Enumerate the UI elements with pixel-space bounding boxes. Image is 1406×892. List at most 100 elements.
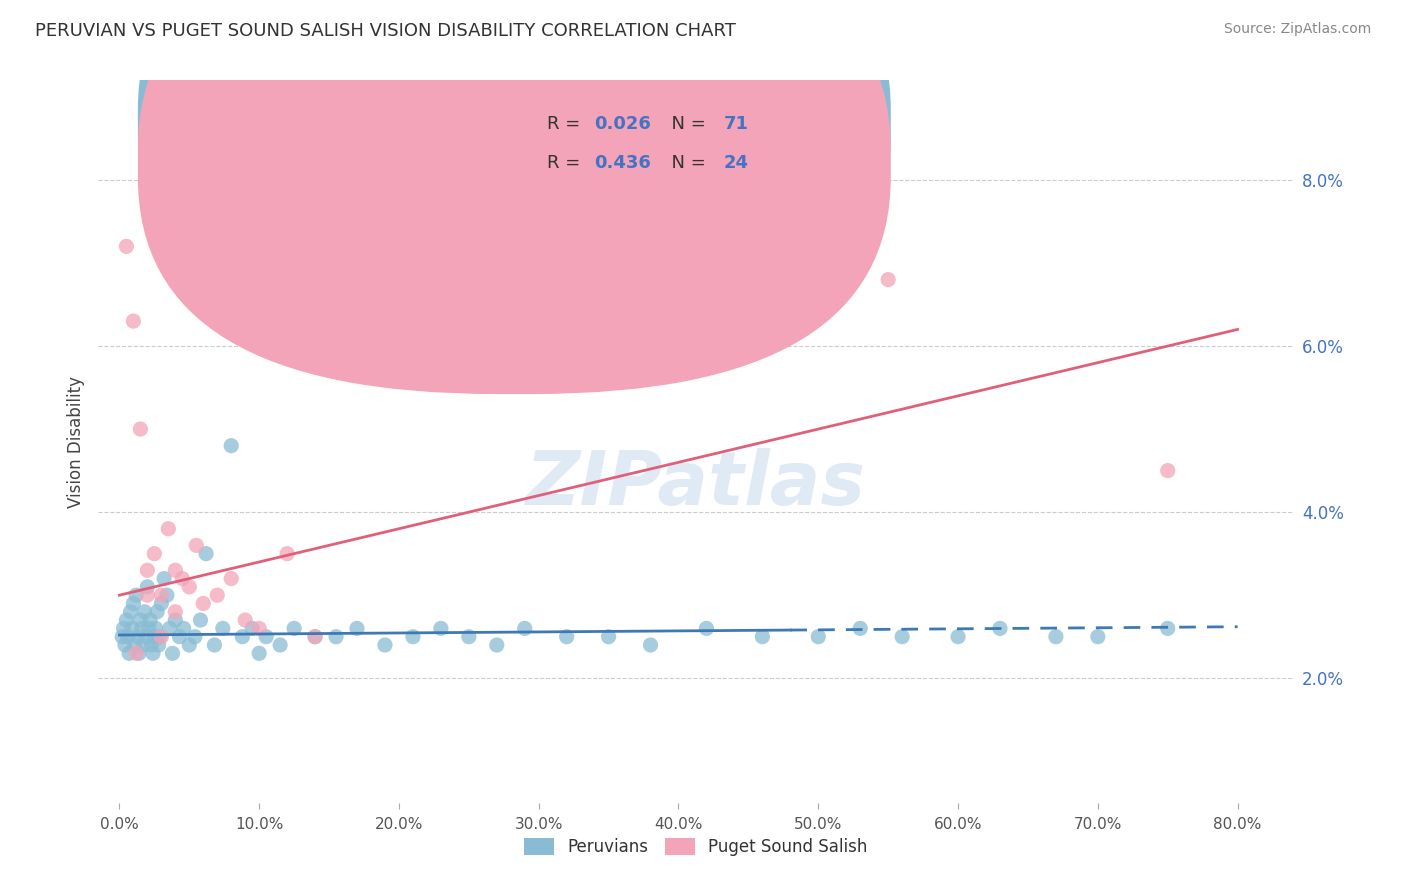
Point: [179, 580, 201, 594]
Point: [118, 646, 141, 660]
Point: [304, 630, 326, 644]
Point: [165, 605, 187, 619]
Point: [117, 630, 139, 644]
Text: N =: N =: [661, 153, 711, 172]
Point: [247, 646, 270, 660]
Point: [125, 646, 148, 660]
Point: [598, 630, 620, 644]
Point: [135, 630, 157, 644]
Legend: Peruvians, Puget Sound Salish: Peruvians, Puget Sound Salish: [517, 831, 875, 863]
Point: [136, 580, 159, 594]
Point: [807, 630, 830, 644]
Point: [849, 621, 872, 635]
Point: [204, 638, 226, 652]
Point: [1045, 630, 1067, 644]
Point: [141, 638, 163, 652]
Text: R =: R =: [547, 153, 585, 172]
Point: [138, 621, 160, 635]
Point: [157, 522, 180, 536]
Point: [457, 630, 479, 644]
FancyBboxPatch shape: [138, 0, 891, 394]
Point: [150, 597, 173, 611]
Point: [695, 621, 717, 635]
Point: [153, 572, 176, 586]
Point: [211, 621, 233, 635]
Text: PERUVIAN VS PUGET SOUND SALISH VISION DISABILITY CORRELATION CHART: PERUVIAN VS PUGET SOUND SALISH VISION DI…: [35, 22, 735, 40]
Point: [304, 630, 326, 644]
Point: [1157, 464, 1180, 478]
Point: [240, 621, 263, 635]
Point: [129, 422, 152, 436]
Point: [121, 621, 143, 635]
FancyBboxPatch shape: [138, 0, 891, 355]
Point: [555, 630, 578, 644]
Point: [115, 239, 138, 253]
Point: [132, 638, 155, 652]
Point: [125, 588, 148, 602]
Point: [150, 588, 173, 602]
Point: [190, 613, 212, 627]
Point: [124, 638, 146, 652]
Point: [136, 563, 159, 577]
Text: Source: ZipAtlas.com: Source: ZipAtlas.com: [1223, 22, 1371, 37]
Point: [114, 638, 136, 652]
Point: [111, 630, 134, 644]
Point: [233, 613, 256, 627]
Text: R =: R =: [547, 115, 585, 133]
FancyBboxPatch shape: [475, 95, 797, 178]
Text: 0.026: 0.026: [595, 115, 651, 133]
Point: [374, 638, 396, 652]
Point: [122, 314, 145, 328]
Point: [485, 638, 508, 652]
Point: [184, 630, 207, 644]
Point: [254, 630, 277, 644]
Point: [283, 621, 305, 635]
Point: [1157, 621, 1180, 635]
Point: [128, 646, 150, 660]
Point: [207, 588, 229, 602]
Point: [172, 572, 194, 586]
Point: [112, 621, 135, 635]
Point: [877, 272, 900, 286]
Text: 0.436: 0.436: [595, 153, 651, 172]
Point: [1087, 630, 1109, 644]
Point: [136, 588, 159, 602]
Point: [247, 621, 270, 635]
Point: [891, 630, 914, 644]
Point: [115, 613, 138, 627]
Point: [143, 547, 166, 561]
Point: [127, 630, 149, 644]
Text: ZIPatlas: ZIPatlas: [526, 449, 866, 522]
Point: [219, 572, 242, 586]
Point: [195, 547, 218, 561]
Point: [179, 638, 201, 652]
Point: [156, 588, 179, 602]
Point: [219, 439, 242, 453]
Point: [131, 621, 153, 635]
Point: [134, 605, 156, 619]
Point: [231, 630, 253, 644]
Point: [946, 630, 969, 644]
Point: [325, 630, 347, 644]
Point: [143, 630, 166, 644]
Point: [165, 563, 187, 577]
Point: [146, 605, 169, 619]
Point: [173, 621, 195, 635]
Point: [186, 538, 208, 552]
Point: [120, 605, 142, 619]
Point: [139, 613, 162, 627]
Point: [640, 638, 662, 652]
Point: [162, 646, 184, 660]
Point: [142, 646, 165, 660]
Point: [169, 630, 191, 644]
Point: [145, 621, 167, 635]
Point: [148, 638, 170, 652]
Text: N =: N =: [661, 115, 711, 133]
Point: [122, 597, 145, 611]
Point: [988, 621, 1011, 635]
Point: [402, 630, 425, 644]
Point: [269, 638, 291, 652]
Point: [129, 613, 152, 627]
Point: [276, 547, 298, 561]
Point: [430, 621, 453, 635]
